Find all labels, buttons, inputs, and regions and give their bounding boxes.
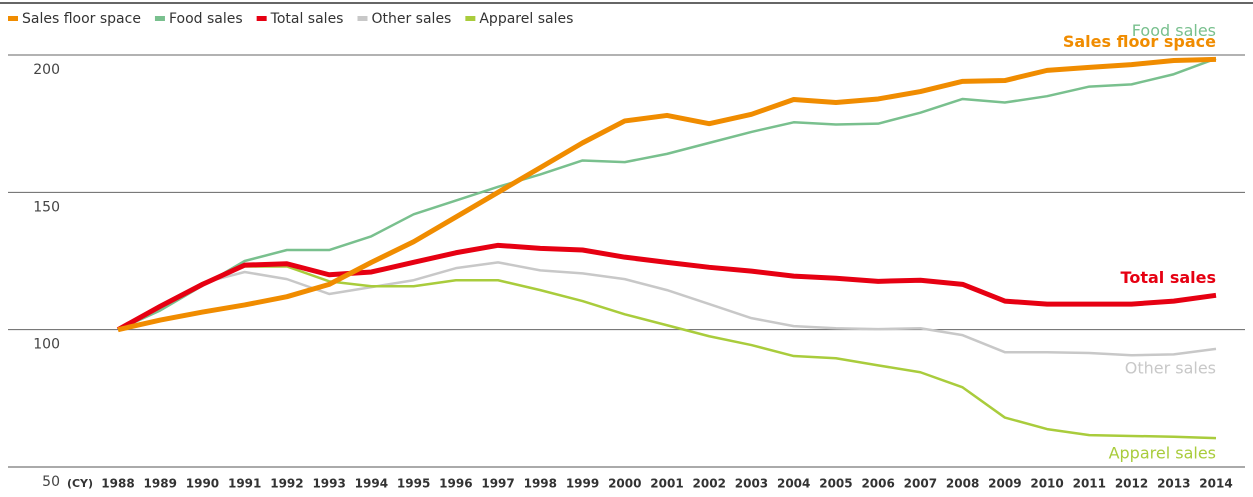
- legend-swatch: [256, 16, 267, 21]
- x-tick-label: 2013: [1157, 477, 1190, 491]
- x-tick-label: 2004: [777, 477, 810, 491]
- x-tick-label: 1988: [101, 477, 134, 491]
- x-tick-label: 2010: [1030, 477, 1063, 491]
- x-tick-label: 2005: [819, 477, 852, 491]
- x-tick-label: 1996: [439, 477, 472, 491]
- series-end-label: Other sales: [1125, 358, 1216, 377]
- x-tick-label: 2011: [1073, 477, 1106, 491]
- series-line: [117, 261, 1217, 357]
- x-tick-label: 2002: [693, 477, 726, 491]
- x-tick-label: 2003: [735, 477, 768, 491]
- x-tick-label: 1997: [481, 477, 514, 491]
- x-tick-label: 2000: [608, 477, 641, 491]
- x-tick-label: 2014: [1199, 477, 1232, 491]
- y-tick-label: 50: [42, 474, 60, 490]
- legend-label: Total sales: [270, 11, 344, 27]
- legend-swatch: [8, 16, 18, 21]
- x-tick-label: 2001: [650, 477, 683, 491]
- y-tick-label: 200: [33, 62, 60, 78]
- x-tick-label: 1991: [228, 477, 261, 491]
- x-tick-label: 2006: [861, 477, 894, 491]
- x-tick-label: 1993: [312, 477, 345, 491]
- x-tick-label: 1990: [186, 477, 219, 491]
- legend-label: Other sales: [371, 11, 451, 27]
- y-tick-label: 100: [33, 337, 60, 353]
- legend-label: Apparel sales: [479, 11, 573, 27]
- series-line: [116, 242, 1217, 332]
- legend-swatch: [465, 16, 476, 21]
- series-end-label: Total sales: [1121, 268, 1216, 287]
- y-tick-label: 150: [33, 199, 60, 215]
- legend-label: Sales floor space: [22, 11, 141, 27]
- x-tick-label: 1999: [566, 477, 599, 491]
- series-line: [117, 265, 1217, 440]
- legend-swatch: [154, 16, 165, 21]
- series-end-label: Apparel sales: [1109, 444, 1216, 463]
- x-tick-label: 2012: [1115, 477, 1148, 491]
- x-tick-label: 1989: [144, 477, 177, 491]
- x-tick-label: 1992: [270, 477, 303, 491]
- x-tick-label: 2009: [988, 477, 1021, 491]
- series-line: [117, 56, 1217, 333]
- x-tick-label: 1995: [397, 477, 430, 491]
- legend-label: Food sales: [169, 11, 243, 27]
- series-line: [117, 57, 1217, 331]
- x-tick-label: 1998: [524, 477, 557, 491]
- x-axis-label: (CY): [67, 477, 93, 490]
- x-tick-label: 2008: [946, 477, 979, 491]
- series-end-label: Sales floor space: [1063, 32, 1216, 51]
- series-end-label: Food sales: [1132, 21, 1216, 40]
- x-tick-label: 1994: [355, 477, 388, 491]
- legend-swatch: [357, 16, 368, 21]
- x-tick-label: 2007: [904, 477, 937, 491]
